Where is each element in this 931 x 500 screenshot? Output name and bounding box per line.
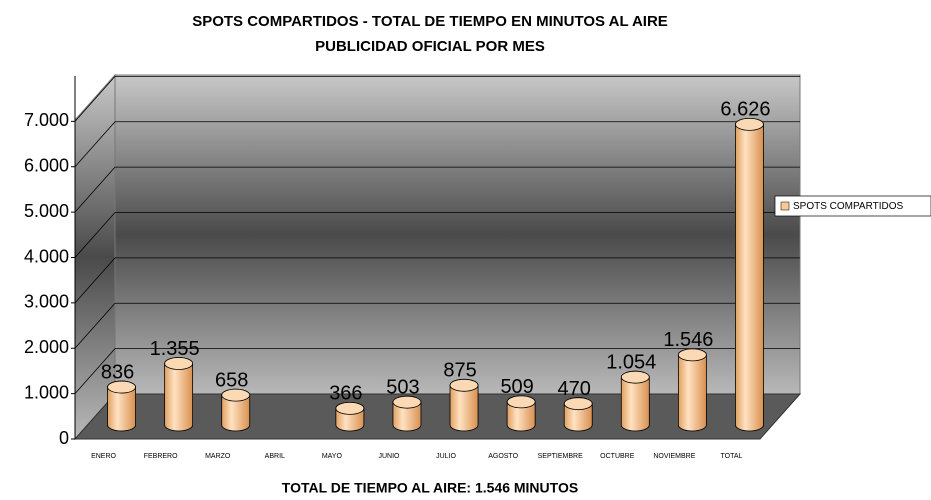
grid-line [74, 121, 116, 168]
data-label: 6.626 [720, 99, 770, 121]
data-label: 658 [215, 369, 248, 391]
grid-line [74, 212, 116, 258]
x-tick-label: JUNIO [378, 453, 400, 460]
x-tick-label: ENERO [91, 453, 116, 460]
chart-title: SPOTS COMPARTIDOS - TOTAL DE TIEMPO EN M… [192, 13, 668, 30]
y-tick-label: 5.000 [24, 201, 69, 221]
bar-top [221, 388, 251, 402]
y-tick-label: 3.000 [24, 292, 69, 312]
x-tick-label: TOTAL [720, 453, 742, 460]
data-label: 875 [443, 360, 476, 382]
footer: TOTAL DE TIEMPO AL AIRE: 1.546 MINUTOS [282, 480, 578, 496]
bar [735, 117, 764, 432]
bar-top [449, 378, 479, 392]
data-label: 509 [500, 376, 533, 398]
floor [73, 393, 802, 440]
y-tick-label: 1.000 [24, 382, 69, 402]
x-tick-label: MARZO [205, 453, 231, 460]
data-label: 836 [101, 361, 134, 383]
x-tick-label: ABRIL [265, 453, 285, 460]
bar-top [107, 380, 136, 394]
bar-top [335, 401, 365, 415]
y-tick-label: 0 [59, 428, 69, 448]
chart-title: PUBLICIDAD OFICIAL POR MES [315, 38, 545, 55]
data-label: 1.546 [663, 329, 713, 351]
bar-top [620, 370, 650, 384]
grid-line [74, 348, 116, 394]
x-tick-label: AGOSTO [488, 453, 518, 460]
x-tick-label: SEPTIEMBRE [538, 453, 583, 460]
bar-top [735, 117, 764, 131]
bar-top [164, 357, 194, 370]
x-tick-label: MAYO [322, 453, 343, 460]
x-tick-label: JULIO [436, 453, 456, 460]
bar-top [563, 397, 593, 411]
data-label: 503 [386, 376, 419, 398]
bar-top [506, 395, 536, 409]
x-tick-label: FEBRERO [144, 453, 178, 460]
grid-line [74, 257, 116, 304]
legend-swatch [780, 201, 790, 211]
data-label: 1.355 [150, 338, 200, 360]
legend-label: SPOTS COMPARTIDOS [793, 201, 904, 212]
y-tick-label: 6.000 [24, 156, 69, 176]
bar-top [392, 395, 422, 409]
data-label: 366 [329, 383, 362, 405]
plot: 0 1.000 2.000 3.000 4.000 5.000 6.000 7.000 ENER… [24, 75, 800, 460]
bar-top [677, 348, 707, 362]
y-tick-label: 4.000 [24, 246, 69, 266]
grid-line [74, 166, 116, 213]
x-tick-label: OCTUBRE [600, 453, 635, 460]
y-tick-label: 7.000 [24, 110, 69, 130]
y-tick-label: 2.000 [24, 337, 69, 357]
data-label: 470 [558, 378, 591, 400]
grid-line [74, 76, 116, 122]
grid-line [74, 302, 116, 349]
data-label: 1.054 [606, 351, 656, 373]
legend [774, 195, 931, 217]
x-tick-label: NOVIEMBRE [653, 453, 695, 460]
